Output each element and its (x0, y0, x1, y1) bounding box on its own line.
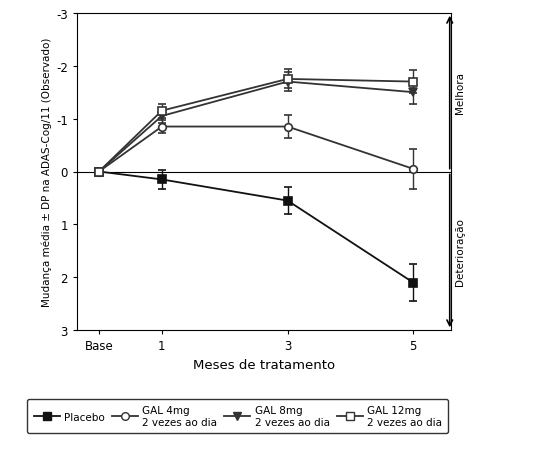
Text: Melhora: Melhora (455, 72, 465, 114)
Y-axis label: Mudança média ± DP na ADAS-Cog/11 (Observado): Mudança média ± DP na ADAS-Cog/11 (Obser… (41, 38, 52, 307)
X-axis label: Meses de tratamento: Meses de tratamento (193, 358, 335, 371)
Text: Deterioração: Deterioração (455, 218, 465, 285)
Legend: Placebo, GAL 4mg
2 vezes ao dia, GAL 8mg
2 vezes ao dia, GAL 12mg
2 vezes ao dia: Placebo, GAL 4mg 2 vezes ao dia, GAL 8mg… (28, 399, 448, 433)
